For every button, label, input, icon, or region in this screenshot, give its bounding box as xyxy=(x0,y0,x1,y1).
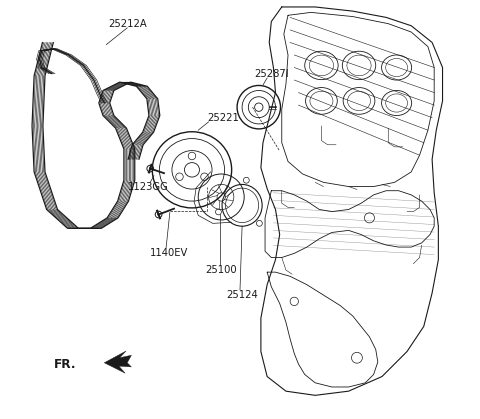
Text: 25124: 25124 xyxy=(226,290,258,300)
Text: 25212A: 25212A xyxy=(108,19,146,28)
Text: FR.: FR. xyxy=(54,357,77,370)
Text: 1140EV: 1140EV xyxy=(150,248,188,259)
Text: 1123GG: 1123GG xyxy=(128,181,168,191)
Text: 25287I: 25287I xyxy=(254,69,288,79)
Text: 25221: 25221 xyxy=(207,113,239,123)
Text: 25100: 25100 xyxy=(205,265,237,275)
Polygon shape xyxy=(104,351,132,373)
